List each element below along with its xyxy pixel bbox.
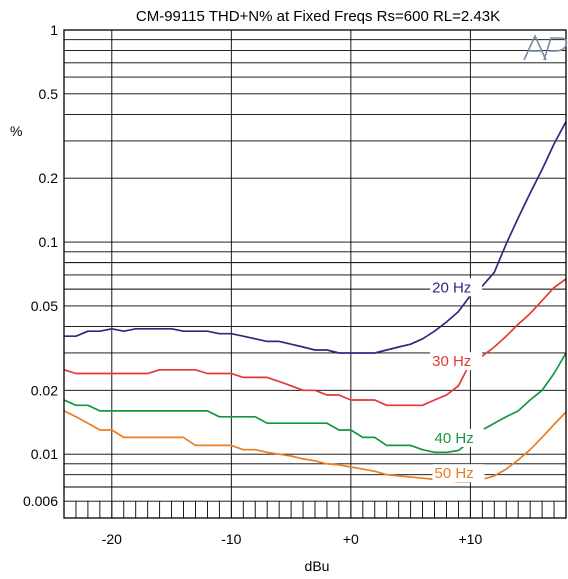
y-tick-label: 0.01 bbox=[31, 446, 58, 462]
series-label: 20 Hz bbox=[432, 279, 471, 296]
x-tick-labels: -20 -10 +0 +10 bbox=[102, 531, 483, 547]
x-tick-label: +0 bbox=[343, 531, 359, 547]
plot-frame bbox=[63, 29, 567, 519]
x-tick-label: +10 bbox=[459, 531, 483, 547]
y-tick-label: 0.02 bbox=[31, 382, 58, 398]
chart-title: CM-99115 THD+N% at Fixed Freqs Rs=600 RL… bbox=[136, 8, 500, 25]
series-label: 50 Hz bbox=[435, 465, 474, 482]
series-line bbox=[64, 121, 567, 354]
series-label-bg bbox=[430, 352, 483, 371]
ap-logo-icon bbox=[523, 34, 568, 61]
series-label-bg bbox=[432, 464, 485, 483]
y-axis-label: % bbox=[10, 123, 22, 139]
series-label-bg bbox=[430, 278, 483, 297]
series-line bbox=[63, 278, 567, 407]
series-label: 40 Hz bbox=[435, 430, 474, 447]
x-tick-label: -20 bbox=[102, 531, 122, 547]
y-tick-label: 0.5 bbox=[39, 86, 59, 102]
series-label: 30 Hz bbox=[432, 353, 471, 370]
y-tick-label: 0.05 bbox=[31, 298, 58, 314]
series-layer bbox=[63, 121, 567, 483]
series-line bbox=[63, 410, 567, 483]
series-label-bg bbox=[432, 428, 485, 447]
y-tick-label: 0.1 bbox=[39, 234, 59, 250]
series-labels: 20 Hz 30 Hz 40 Hz 50 Hz bbox=[430, 278, 485, 483]
y-tick-label: 0.006 bbox=[23, 493, 58, 509]
y-tick-labels: 1 0.5 0.2 0.1 0.05 0.02 0.01 0.006 bbox=[23, 22, 58, 509]
x-axis-label: dBu bbox=[305, 558, 330, 574]
grid-lines bbox=[63, 30, 567, 518]
x-tick-label: -10 bbox=[221, 531, 241, 547]
y-tick-label: 0.2 bbox=[39, 170, 59, 186]
y-tick-label: 1 bbox=[50, 22, 58, 38]
